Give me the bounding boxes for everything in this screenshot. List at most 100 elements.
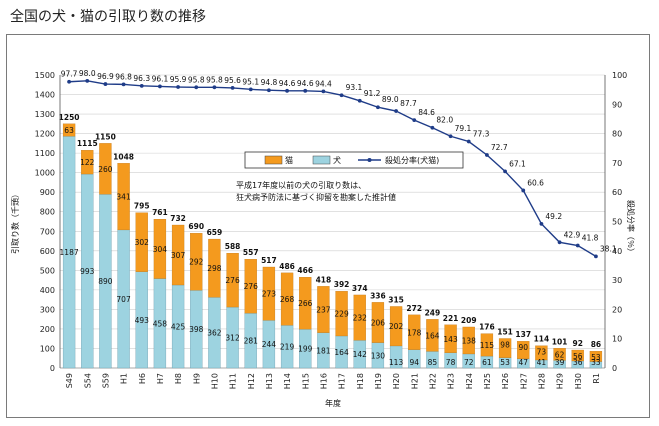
total-value-label: 336: [370, 291, 386, 300]
y-tick-label: 1200: [35, 130, 55, 139]
cat-value-label: 302: [135, 238, 150, 247]
cat-value-label: 62: [555, 350, 565, 359]
rate-point: [230, 85, 235, 90]
total-value-label: 221: [443, 314, 459, 323]
total-value-label: 1048: [113, 152, 134, 161]
rate-point: [339, 93, 344, 98]
rate-value-label: 67.1: [509, 159, 526, 168]
y-tick-label: 1400: [35, 91, 55, 100]
cat-bar: [190, 233, 203, 291]
total-value-label: 374: [352, 284, 368, 293]
x-tick-label: H20: [392, 373, 401, 389]
cat-value-label: 292: [189, 258, 204, 267]
cat-value-label: 237: [316, 305, 331, 314]
rate-value-label: 97.7: [61, 70, 78, 79]
rate-value-label: 96.3: [133, 74, 150, 83]
legend-dog-label: 犬: [333, 155, 341, 165]
x-tick-label: H12: [247, 373, 256, 389]
cat-bar: [462, 326, 475, 355]
rate-point: [503, 169, 507, 174]
rate-point: [67, 79, 71, 84]
y2-tick-label: 30: [612, 276, 622, 285]
cat-bar: [535, 345, 548, 361]
dog-value-label: 53: [500, 358, 510, 367]
rate-point: [212, 85, 217, 90]
y-tick-label: 700: [40, 227, 55, 236]
rate-value-label: 93.1: [346, 83, 363, 92]
dog-value-label: 181: [316, 346, 331, 355]
rate-point: [485, 153, 489, 157]
total-value-label: 137: [515, 330, 531, 339]
rate-value-label: 42.9: [564, 230, 581, 239]
x-tick-label: S59: [101, 373, 110, 388]
rate-point: [539, 221, 544, 226]
x-tick-label: H16: [319, 373, 328, 389]
y2-tick-label: 90: [612, 100, 622, 109]
x-tick-label: H18: [356, 373, 365, 389]
dog-value-label: 199: [298, 345, 313, 354]
dog-value-label: 890: [98, 277, 113, 286]
rate-value-label: 87.7: [400, 99, 417, 108]
dog-value-label: 130: [371, 351, 386, 360]
legend-cat-label: 猫: [285, 155, 293, 165]
x-tick-label: R1: [592, 373, 601, 384]
cat-value-label: 122: [80, 158, 95, 167]
dog-value-label: 219: [280, 343, 295, 352]
rate-point: [303, 88, 308, 93]
total-value-label: 795: [134, 202, 150, 211]
x-tick-label: S54: [83, 373, 92, 388]
rate-value-label: 96.9: [97, 72, 114, 81]
cat-bar: [135, 212, 148, 272]
y-tick-label: 100: [40, 344, 55, 353]
y-tick-label: 1000: [35, 169, 55, 178]
cat-value-label: 276: [244, 282, 259, 291]
rate-point: [557, 240, 562, 245]
total-value-label: 272: [406, 304, 422, 313]
rate-value-label: 94.6: [279, 79, 296, 88]
legend: 猫 犬 殺処分率(犬猫): [244, 151, 464, 169]
rate-point: [121, 82, 126, 87]
x-tick-label: H24: [465, 373, 474, 389]
rate-point: [176, 85, 180, 89]
y2-tick-label: 100: [612, 71, 627, 80]
y2-tick-label: 0: [612, 364, 617, 373]
x-tick-label: H27: [519, 373, 528, 389]
rate-value-label: 98.0: [79, 69, 96, 78]
cat-value-label: 138: [462, 336, 477, 345]
rate-value-label: 82.0: [436, 116, 453, 125]
rate-point: [466, 139, 471, 144]
rate-point: [376, 105, 380, 110]
rate-value-label: 89.0: [382, 95, 399, 104]
total-value-label: 486: [279, 262, 295, 271]
total-value-label: 114: [534, 335, 550, 344]
rate-value-label: 95.8: [206, 75, 223, 84]
x-axis-label: 年度: [325, 398, 341, 408]
rate-point: [412, 118, 417, 123]
dog-value-label: 94: [409, 358, 419, 367]
cat-bar: [389, 306, 403, 347]
rate-value-label: 72.7: [491, 143, 508, 152]
x-tick-label: H28: [537, 373, 546, 389]
rate-point: [448, 134, 453, 139]
cat-value-label: 276: [225, 276, 240, 285]
total-value-label: 659: [207, 228, 223, 237]
rate-value-label: 94.8: [261, 78, 278, 87]
legend-box: [244, 151, 464, 169]
rate-point: [521, 188, 526, 193]
x-tick-label: H30: [574, 373, 583, 389]
x-tick-label: H9: [192, 373, 201, 384]
total-value-label: 690: [188, 222, 204, 231]
rate-point: [103, 82, 108, 86]
x-tick-label: H10: [210, 373, 219, 389]
cat-bar: [226, 252, 239, 308]
cat-bar: [371, 302, 385, 343]
cat-value-label: 232: [353, 314, 368, 323]
total-value-label: 418: [316, 275, 332, 284]
x-tick-label: H19: [374, 373, 383, 389]
rate-value-label: 49.2: [545, 212, 562, 221]
cat-value-label: 178: [407, 328, 422, 337]
cat-value-label: 229: [334, 310, 349, 319]
page-title: 全国の犬・猫の引取り数の推移: [10, 9, 206, 25]
total-value-label: 101: [552, 337, 568, 346]
